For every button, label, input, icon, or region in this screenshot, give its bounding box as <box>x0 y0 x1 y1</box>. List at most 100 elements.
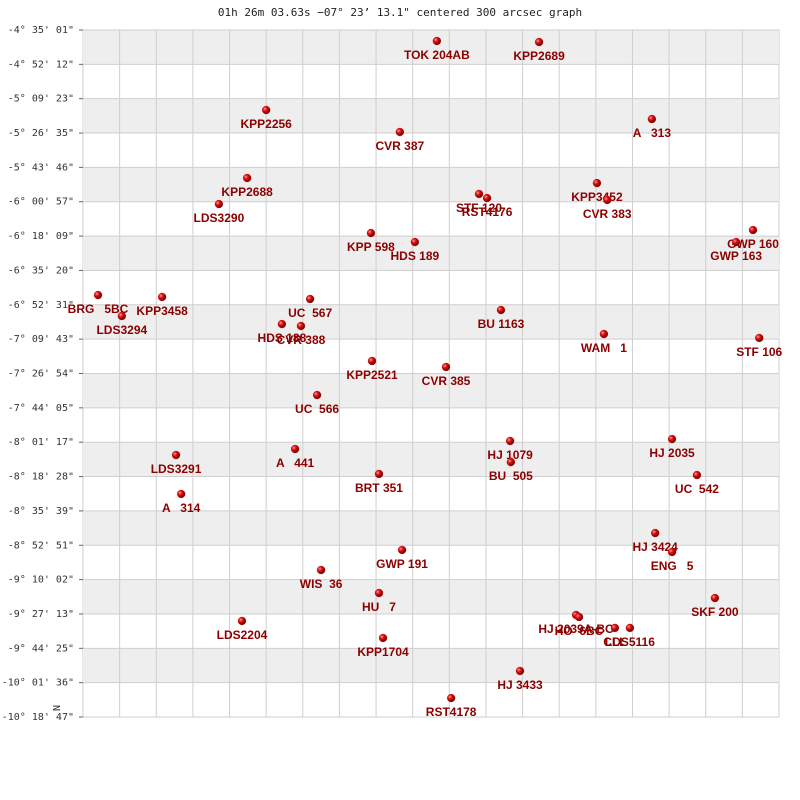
star-label: HJ 3433 <box>497 678 543 692</box>
star <box>397 545 407 555</box>
star-label: CVR 385 <box>422 374 471 388</box>
star-label: KPP1704 <box>357 645 409 659</box>
grid-band <box>83 167 779 202</box>
y-tick-label: -7° 26' 54" <box>8 368 74 379</box>
star <box>378 633 388 643</box>
star <box>710 593 720 603</box>
y-tick-label: -10° 18' 47" <box>2 712 74 723</box>
star <box>93 290 103 300</box>
star <box>410 237 420 247</box>
y-tick-label: -6° 18' 09" <box>8 231 74 242</box>
grid-band <box>83 30 779 65</box>
star-label: KPP2521 <box>346 368 398 382</box>
star-label: GWP 163 <box>710 249 762 263</box>
star <box>515 666 525 676</box>
y-tick-label: -8° 18' 28" <box>8 472 74 483</box>
star <box>277 319 287 329</box>
star-label: BU 1163 <box>478 317 525 331</box>
star-label: WIS 36 <box>300 577 343 591</box>
y-tick-label: -9° 10' 02" <box>8 575 74 586</box>
star-label: CVR 388 <box>277 333 326 347</box>
star-label: CVR 383 <box>583 207 632 221</box>
y-tick-label: -6° 00' 57" <box>8 197 74 208</box>
star-label: UC 567 <box>288 306 332 320</box>
star-label: CLL <box>603 635 626 649</box>
star <box>296 321 306 331</box>
star-label: LDS3291 <box>151 462 202 476</box>
star-label: HJ 3424 <box>632 540 678 554</box>
star-label: HJ 1079 <box>487 448 533 462</box>
star-label: KPP 598 <box>347 240 395 254</box>
star <box>214 199 224 209</box>
grid-band <box>83 236 779 271</box>
grid-band <box>83 510 779 546</box>
star <box>667 434 677 444</box>
star-label: BRT 351 <box>355 481 403 495</box>
y-tick-label: -4° 52' 12" <box>8 59 74 70</box>
star <box>506 457 516 467</box>
star <box>574 612 584 622</box>
grid-band <box>83 98 779 134</box>
star-label: WAM 1 <box>581 341 627 355</box>
star-label: KPP3458 <box>136 304 188 318</box>
star <box>748 225 758 235</box>
star-label: KPP2256 <box>240 117 292 131</box>
star <box>374 469 384 479</box>
star <box>367 356 377 366</box>
y-tick-label: -6° 35' 20" <box>8 265 74 276</box>
star <box>432 36 442 46</box>
star <box>692 470 702 480</box>
y-tick-label: -8° 52' 51" <box>8 540 74 551</box>
star <box>474 189 484 199</box>
y-tick-label: -5° 09' 23" <box>8 94 74 105</box>
star <box>262 105 271 115</box>
y-tick-label: -7° 44' 05" <box>8 403 74 414</box>
star-label: KPP3452 <box>571 190 623 204</box>
chart-title: 01h 26m 03.63s −07° 23’ 13.1" centered 3… <box>218 6 582 19</box>
star <box>482 193 492 203</box>
star-label: BRG 5BC <box>68 302 129 316</box>
star <box>667 547 677 557</box>
star-label: HO 6BC <box>555 624 604 638</box>
star-label: HJ 2035 <box>649 446 695 460</box>
y-axis-label: N <box>52 705 63 711</box>
y-tick-label: -9° 44' 25" <box>8 643 74 654</box>
grid-band <box>83 373 779 408</box>
star <box>446 693 456 703</box>
star <box>505 436 515 446</box>
star <box>651 528 660 538</box>
star <box>599 329 609 339</box>
star <box>171 450 181 460</box>
y-tick-label: -8° 35' 39" <box>8 506 74 517</box>
y-tick-label: -5° 43' 46" <box>8 162 74 173</box>
star-label: KPP2689 <box>513 49 565 63</box>
y-tick-label: -9° 27' 13" <box>8 609 74 620</box>
grid-band <box>83 304 779 340</box>
star-label: GWP 191 <box>376 557 428 571</box>
star <box>610 623 620 633</box>
star-label: RST4178 <box>426 705 477 719</box>
star-label: RST4176 <box>462 205 513 219</box>
y-tick-label: -4° 35' 01" <box>8 25 74 36</box>
star <box>534 37 544 47</box>
star-label: SKF 200 <box>691 605 739 619</box>
star <box>755 333 764 343</box>
star-label: HDS 188 <box>258 331 307 345</box>
star-label: ENG 5 <box>651 559 694 573</box>
star <box>374 588 384 598</box>
star-label: GWP 160 <box>727 237 779 251</box>
star <box>237 616 247 626</box>
star <box>496 305 506 315</box>
star-label: LDS5116 <box>605 635 655 649</box>
star-label: HJ 2039A-BC <box>538 622 614 636</box>
star <box>177 489 186 499</box>
star-label: A 314 <box>162 501 201 515</box>
star <box>305 294 315 304</box>
star-label: CVR 387 <box>376 139 425 153</box>
star-label: LDS2204 <box>217 628 268 642</box>
star-label: STF 120 <box>456 201 502 215</box>
star <box>290 444 300 454</box>
star-label: UC 542 <box>675 482 719 496</box>
star <box>117 311 126 321</box>
star <box>603 195 612 205</box>
